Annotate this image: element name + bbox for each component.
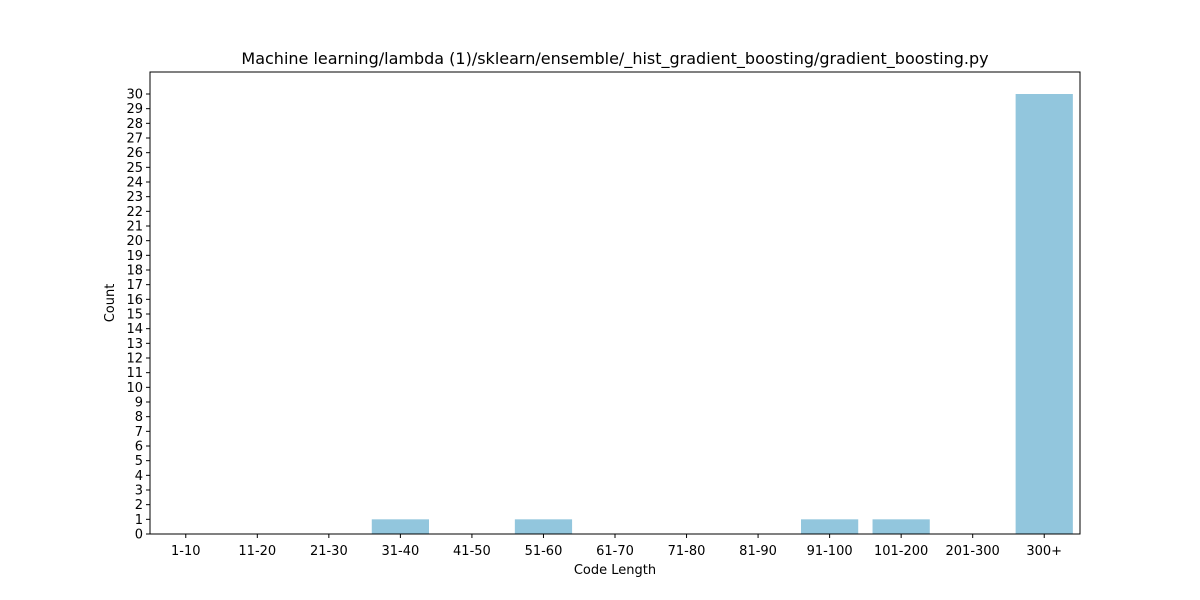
y-axis-ticks: 0123456789101112131415161718192021222324… [126,88,150,543]
y-tick-label: 8 [135,410,143,425]
y-tick-label: 4 [135,469,143,484]
y-tick-label: 6 [135,440,143,455]
bars-group [371,94,1073,534]
x-tick-label: 61-70 [596,544,634,559]
y-tick-label: 30 [126,88,143,103]
y-tick-label: 21 [126,220,143,235]
x-tick-label: 11-20 [238,544,276,559]
y-axis-label: Count [103,284,118,323]
plot-frame [149,71,1081,535]
y-tick-label: 22 [126,205,143,220]
y-tick-label: 17 [126,278,143,293]
y-tick-label: 26 [126,146,143,161]
x-tick-label: 31-40 [381,544,419,559]
y-tick-label: 23 [126,190,143,205]
y-tick-label: 15 [126,308,143,323]
y-tick-label: 12 [126,352,143,367]
y-tick-label: 2 [135,498,143,513]
y-tick-label: 24 [126,176,143,191]
bar-51-60 [514,519,573,534]
x-tick-label: 51-60 [525,544,563,559]
y-tick-label: 18 [126,264,143,279]
y-tick-label: 9 [135,396,143,411]
y-tick-label: 19 [126,249,143,264]
x-tick-label: 91-100 [807,544,853,559]
y-tick-label: 5 [135,454,143,469]
x-tick-label: 101-200 [874,544,928,559]
x-tick-label: 201-300 [946,544,1000,559]
x-tick-label: 300+ [1026,544,1062,559]
y-tick-label: 29 [126,102,143,117]
x-tick-label: 71-80 [668,544,706,559]
bar-300+ [1015,94,1073,534]
x-tick-label: 1-10 [171,544,201,559]
bar-91-100 [801,519,859,534]
y-tick-label: 16 [126,293,143,308]
chart-title: Machine learning/lambda (1)/sklearn/ense… [241,49,988,69]
y-tick-label: 25 [126,161,143,176]
y-tick-label: 20 [126,234,143,249]
y-tick-label: 0 [135,528,143,543]
x-tick-label: 81-90 [739,544,777,559]
y-tick-label: 14 [126,322,143,337]
x-axis-ticks: 1-10 11-20 21-30 31-40 41-50 51-60 61-70 71-80 8… [171,534,1062,559]
y-tick-label: 11 [126,366,143,381]
y-tick-label: 7 [135,425,143,440]
y-tick-label: 1 [135,513,143,528]
y-tick-label: 10 [126,381,143,396]
y-tick-label: 3 [135,484,143,499]
bar-101-200 [872,519,930,534]
x-tick-label: 21-30 [310,544,348,559]
x-tick-label: 41-50 [453,544,491,559]
y-tick-label: 28 [126,117,143,132]
y-tick-label: 13 [126,337,143,352]
y-tick-label: 27 [126,132,143,147]
bar-31-40 [371,519,429,534]
x-axis-label: Code Length [574,563,656,578]
